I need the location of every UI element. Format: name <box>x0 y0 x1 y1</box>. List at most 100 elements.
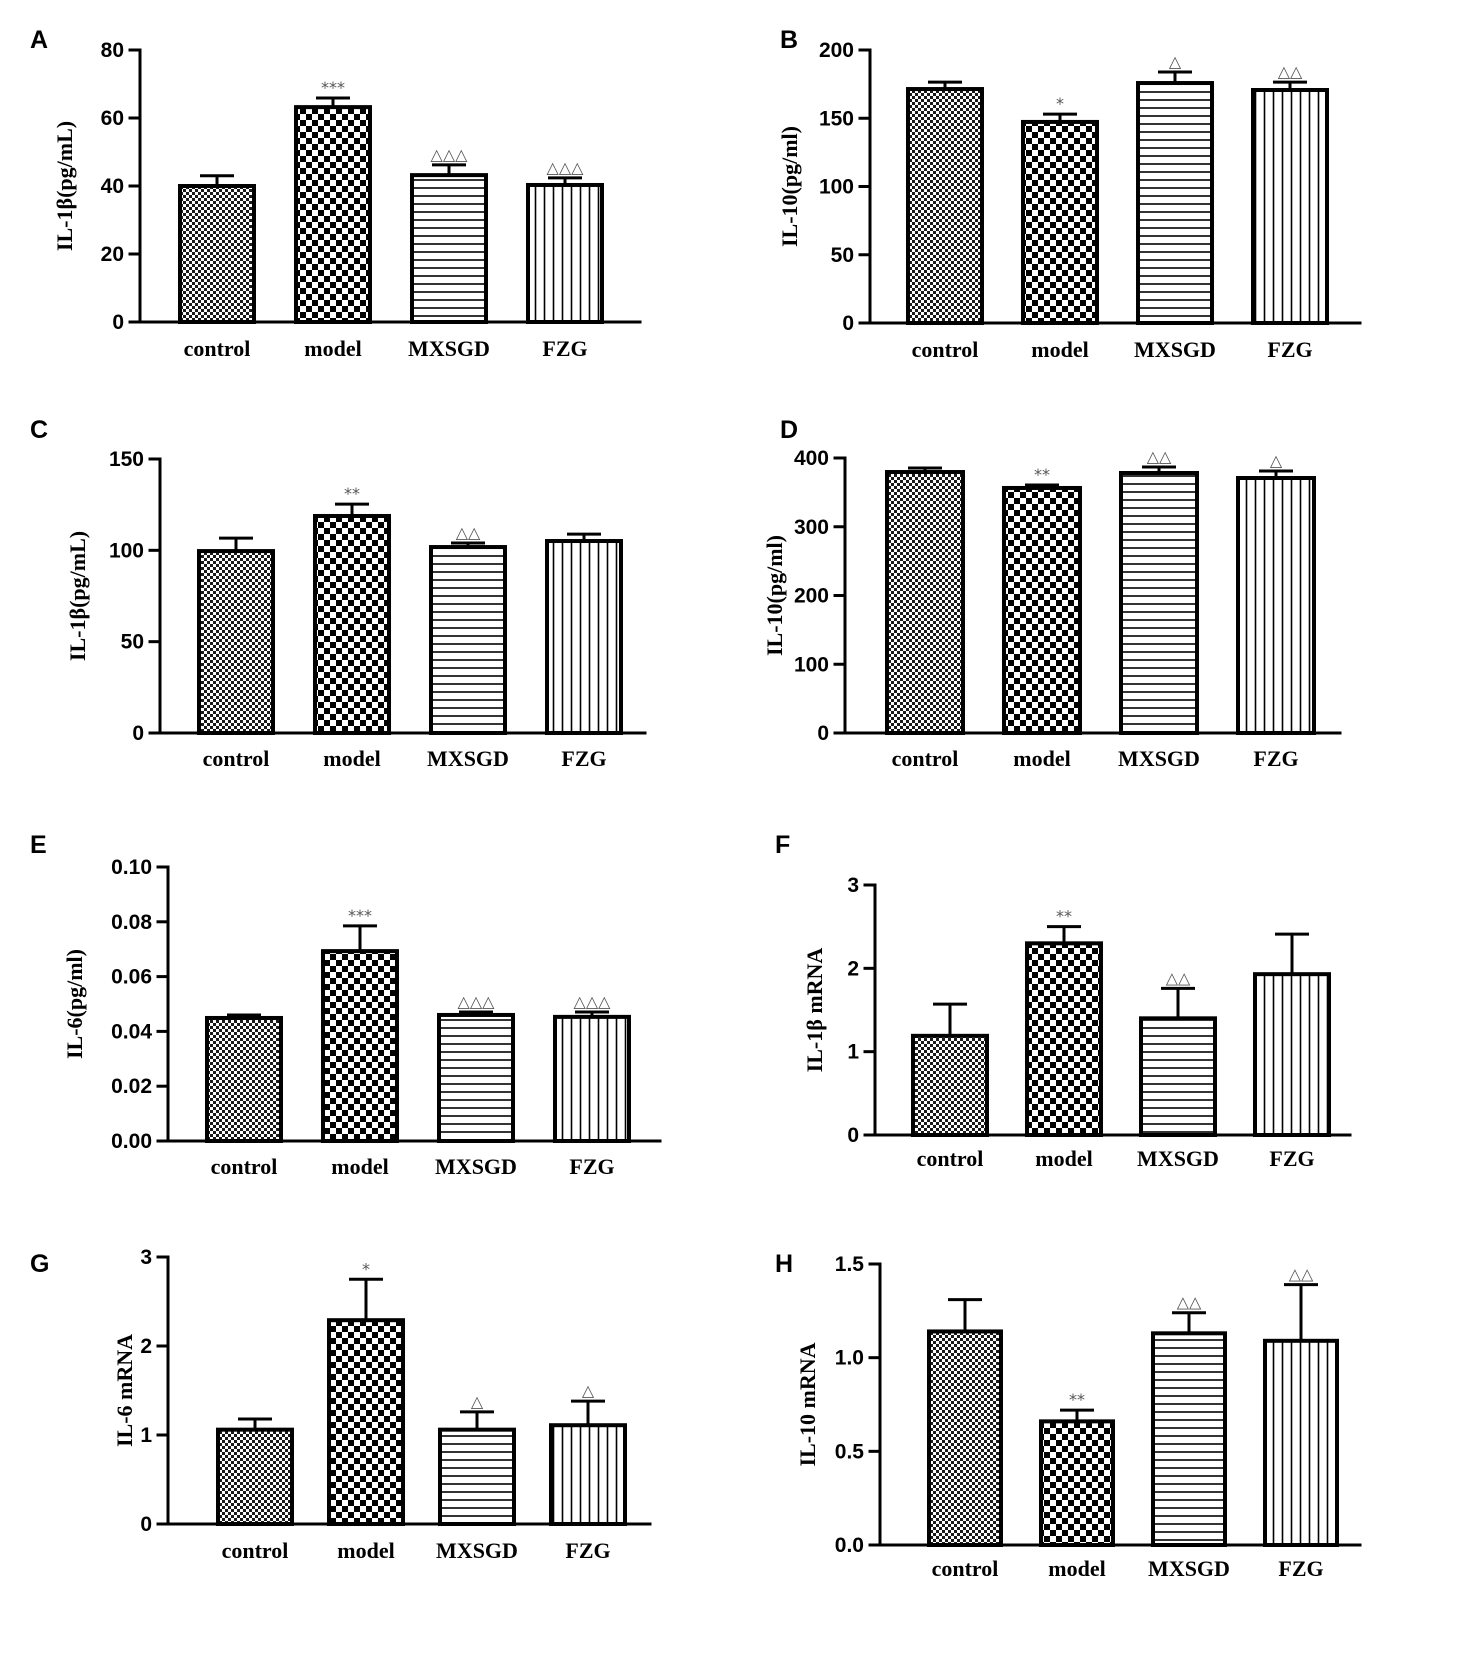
significance-marker: ** <box>1069 1390 1085 1409</box>
y-tick-label: 50 <box>121 631 144 654</box>
panel-letter: F <box>775 831 790 859</box>
x-tick-label: MXSGD <box>436 1538 518 1563</box>
bar-fzg <box>1251 87 1329 325</box>
bar-mxsgd <box>1151 1331 1227 1548</box>
bar-model <box>1002 485 1082 735</box>
bar-model <box>1021 119 1099 325</box>
y-tick-label: 200 <box>794 585 829 608</box>
y-axis-label: IL-6 mRNA <box>112 1334 137 1447</box>
y-tick-label: 2 <box>847 957 859 980</box>
y-tick-label: 0.04 <box>111 1020 152 1043</box>
y-axis-label: IL-10(pg/ml) <box>777 126 802 247</box>
y-tick-label: 3 <box>140 1246 152 1269</box>
x-tick-label: FZG <box>565 1538 610 1563</box>
panel-letter: C <box>30 416 48 444</box>
bar-model <box>1025 941 1103 1137</box>
y-tick-label: 3 <box>847 874 859 897</box>
x-tick-label: FZG <box>1267 337 1312 362</box>
bar-control <box>205 1015 283 1143</box>
significance-marker: △△ <box>1289 1265 1314 1284</box>
y-axis-label: IL-1β(pg/mL) <box>52 121 77 251</box>
y-tick-label: 40 <box>101 175 124 198</box>
bar-control <box>197 549 275 736</box>
y-axis-label: IL-6(pg/ml) <box>62 949 87 1059</box>
y-axis-label: IL-1β mRNA <box>802 948 827 1073</box>
significance-marker: △△ <box>456 523 481 542</box>
significance-marker: △ <box>1169 52 1182 71</box>
bar-fzg <box>549 1423 627 1526</box>
x-tick-label: FZG <box>1269 1146 1314 1171</box>
bar-fzg <box>545 539 623 735</box>
bar-mxsgd <box>1139 1016 1217 1137</box>
significance-marker: △△ <box>1147 447 1172 466</box>
panel-letter: G <box>30 1250 49 1278</box>
bar-control <box>216 1427 294 1527</box>
x-tick-label: control <box>912 337 979 362</box>
x-tick-label: model <box>1013 746 1070 771</box>
y-tick-label: 0 <box>132 722 144 745</box>
y-tick-label: 100 <box>794 653 829 676</box>
panel-b: B IL-10(pg/ml) 0 50 100 150 200 control * model △ M… <box>777 26 1362 362</box>
y-tick-label: 0.10 <box>111 856 152 879</box>
significance-marker: *** <box>321 78 345 97</box>
y-tick-label: 300 <box>794 516 829 539</box>
panel-letter: H <box>775 1250 793 1278</box>
y-tick-label: 1.0 <box>835 1347 864 1370</box>
x-tick-label: FZG <box>569 1154 614 1179</box>
significance-marker: ** <box>1034 465 1050 484</box>
bar-control <box>178 184 256 324</box>
bar-model <box>294 105 372 325</box>
bar-mxsgd <box>429 545 507 736</box>
y-tick-label: 0.08 <box>111 911 152 934</box>
bar-mxsgd <box>438 1427 516 1527</box>
significance-marker: * <box>1056 94 1064 113</box>
y-tick-label: 1 <box>140 1424 152 1447</box>
x-tick-label: MXSGD <box>435 1154 517 1179</box>
x-tick-label: MXSGD <box>1118 746 1200 771</box>
bar-fzg <box>1263 1338 1339 1547</box>
y-tick-label: 0.0 <box>835 1534 864 1557</box>
x-tick-label: control <box>917 1146 984 1171</box>
bar-fzg <box>1253 972 1331 1138</box>
significance-marker: △△△ <box>458 992 496 1011</box>
panel-letter: A <box>30 26 48 54</box>
y-tick-label: 0.00 <box>111 1130 152 1153</box>
significance-marker: △ <box>1270 451 1283 470</box>
significance-marker: *** <box>348 906 372 925</box>
y-tick-label: 0 <box>842 312 854 335</box>
y-tick-label: 0.5 <box>835 1440 865 1463</box>
bar-control <box>906 87 984 325</box>
panel-letter: B <box>780 26 798 54</box>
panel-c: C IL-1β(pg/mL) 0 50 100 150 control ** model △△ MX… <box>30 416 647 771</box>
significance-marker: * <box>362 1259 370 1278</box>
significance-marker: △△ <box>1177 1293 1202 1312</box>
y-tick-label: 100 <box>819 176 854 199</box>
x-tick-label: control <box>892 746 959 771</box>
panel-a: A IL-1β(pg/mL) 0 20 40 60 80 control *** model △△△… <box>30 26 642 361</box>
y-tick-label: 1.5 <box>835 1253 865 1276</box>
y-axis-label: IL-10 mRNA <box>795 1342 820 1466</box>
significance-marker: △△ <box>1278 62 1303 81</box>
x-tick-label: model <box>304 336 361 361</box>
panel-e: E IL-6(pg/ml) 0.00 0.02 0.04 0.06 0.08 0.10 cont… <box>30 831 662 1179</box>
x-tick-label: model <box>1048 1556 1105 1581</box>
x-tick-label: model <box>337 1538 394 1563</box>
bar-control <box>885 470 965 735</box>
bar-model <box>321 949 399 1143</box>
bar-model <box>313 513 391 735</box>
panel-h: H IL-10 mRNA 0.0 0.5 1.0 1.5 control ** model △△ M… <box>775 1250 1362 1581</box>
y-tick-label: 0 <box>817 722 829 745</box>
panel-letter: D <box>780 416 798 444</box>
y-axis-label: IL-10(pg/ml) <box>762 535 787 656</box>
bar-fzg <box>526 182 604 324</box>
x-tick-label: control <box>211 1154 278 1179</box>
significance-marker: △△ <box>1166 968 1191 987</box>
x-tick-label: MXSGD <box>427 746 509 771</box>
y-tick-label: 0.06 <box>111 966 152 989</box>
significance-marker: △△△ <box>431 145 469 164</box>
bar-mxsgd <box>410 173 488 324</box>
y-tick-label: 0 <box>140 1513 152 1536</box>
x-tick-label: MXSGD <box>1137 1146 1219 1171</box>
x-tick-label: FZG <box>542 336 587 361</box>
bar-mxsgd <box>1119 470 1199 735</box>
